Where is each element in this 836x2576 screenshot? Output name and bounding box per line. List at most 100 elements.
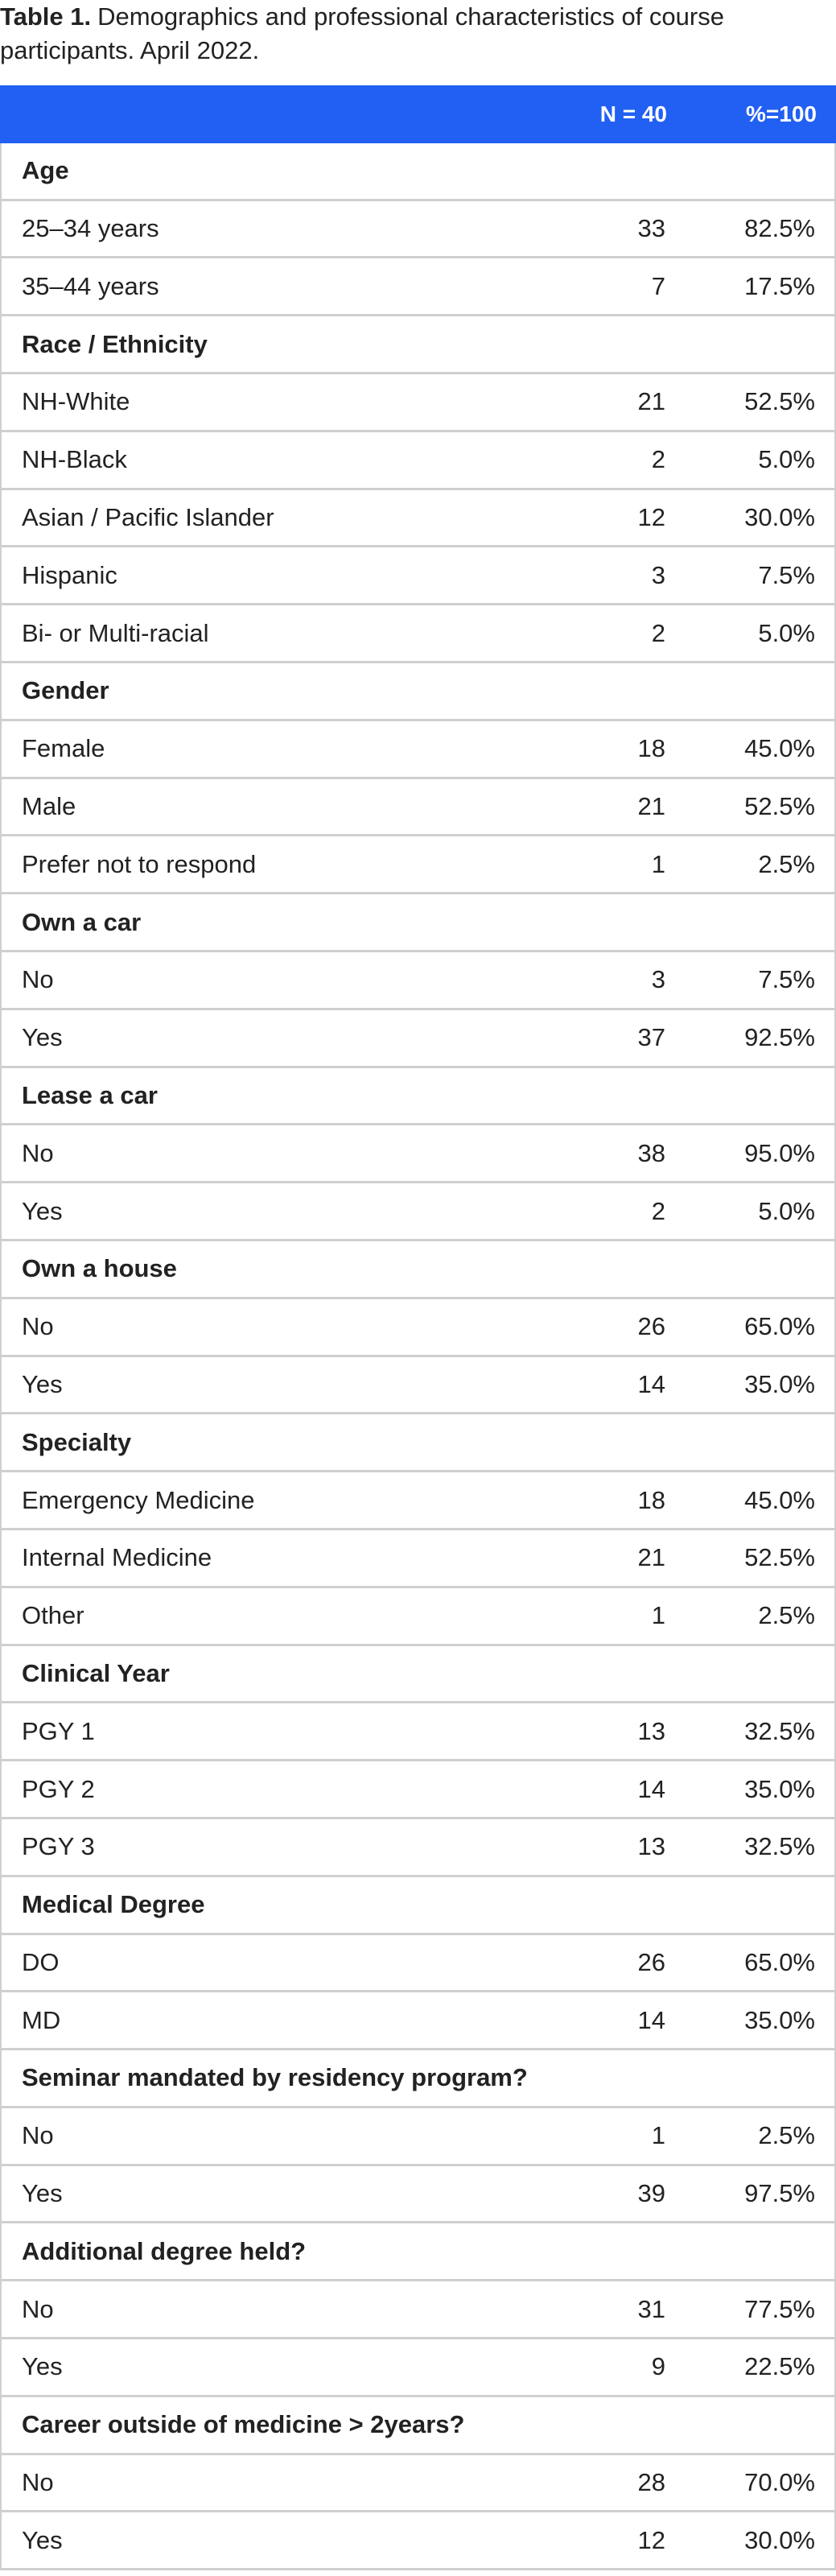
count-cell: 2	[651, 1196, 665, 1225]
group-title: Age	[22, 156, 69, 185]
row-label: DO	[22, 1947, 60, 1976]
row-label: No	[22, 1312, 54, 1341]
percent-cell: 2.5%	[758, 2121, 815, 2150]
group-title: Gender	[22, 676, 109, 705]
caption-label: Table 1.	[0, 2, 92, 31]
data-row: No 26 65.0%	[0, 1298, 836, 1357]
row-label: NH-Black	[22, 445, 127, 474]
group-title: Seminar mandated by residency program?	[22, 2063, 528, 2092]
count-cell: 7	[651, 271, 665, 300]
row-label: NH-White	[22, 387, 130, 416]
count-cell: 14	[637, 2005, 665, 2034]
data-row: PGY 1 13 32.5%	[0, 1703, 836, 1762]
count-cell: 3	[651, 965, 665, 994]
row-label: Yes	[22, 1023, 63, 1052]
data-row: NH-Black 2 5.0%	[0, 431, 836, 490]
percent-cell: 7.5%	[758, 560, 815, 589]
row-label: Female	[22, 734, 105, 763]
group-row: Age	[0, 142, 836, 201]
group-row: Own a house	[0, 1241, 836, 1299]
percent-cell: 17.5%	[744, 271, 815, 300]
count-cell: 12	[637, 2525, 665, 2554]
count-cell: 18	[637, 734, 665, 763]
data-row: No 28 70.0%	[0, 2454, 836, 2513]
row-label: Internal Medicine	[22, 1543, 212, 1572]
group-title: Race / Ethnicity	[22, 329, 208, 358]
percent-cell: 45.0%	[744, 1485, 815, 1514]
data-row: PGY 2 14 35.0%	[0, 1761, 836, 1819]
row-label: Yes	[22, 2352, 63, 2381]
count-cell: 39	[637, 2179, 665, 2208]
percent-cell: 70.0%	[744, 2468, 815, 2497]
row-label: No	[22, 965, 54, 994]
percent-cell: 35.0%	[744, 1369, 815, 1398]
row-label: Bi- or Multi-racial	[22, 618, 209, 647]
data-row: Other 1 2.5%	[0, 1587, 836, 1646]
count-cell: 1	[651, 849, 665, 878]
percent-cell: 35.0%	[744, 2005, 815, 2034]
percent-cell: 52.5%	[744, 1543, 815, 1572]
count-cell: 12	[637, 502, 665, 531]
row-label: 35–44 years	[22, 271, 159, 300]
percent-cell: 97.5%	[744, 2179, 815, 2208]
group-title: Additional degree held?	[22, 2236, 307, 2265]
row-label: Prefer not to respond	[22, 849, 257, 878]
header-cell: %=100	[746, 101, 817, 126]
data-row: NH-White 21 52.5%	[0, 374, 836, 432]
group-title: Medical Degree	[22, 1890, 205, 1919]
data-row: Emergency Medicine 18 45.0%	[0, 1472, 836, 1530]
percent-cell: 52.5%	[744, 791, 815, 820]
data-row: Yes 39 97.5%	[0, 2165, 836, 2224]
group-row: Additional degree held?	[0, 2223, 836, 2282]
table: N = 40 %=100 Age 25–34 years 33 82.5% 35–44 …	[0, 85, 836, 2571]
group-row: Career outside of medicine > 2years?	[0, 2396, 836, 2455]
data-row: Female 18 45.0%	[0, 720, 836, 779]
percent-cell: 30.0%	[744, 502, 815, 531]
percent-cell: 52.5%	[744, 387, 815, 416]
row-label: Yes	[22, 2179, 63, 2208]
group-row: Specialty	[0, 1414, 836, 1473]
percent-cell: 77.5%	[744, 2294, 815, 2323]
group-row: Lease a car	[0, 1067, 836, 1126]
group-title: Career outside of medicine > 2years?	[22, 2410, 465, 2439]
group-row: Own a car	[0, 894, 836, 952]
percent-cell: 35.0%	[744, 1774, 815, 1803]
group-title: Specialty	[22, 1427, 132, 1456]
percent-cell: 2.5%	[758, 849, 815, 878]
group-title: Clinical Year	[22, 1658, 170, 1687]
row-label: Hispanic	[22, 560, 117, 589]
percent-cell: 45.0%	[744, 734, 815, 763]
group-row: Gender	[0, 663, 836, 721]
count-cell: 1	[651, 1601, 665, 1630]
count-cell: 13	[637, 1716, 665, 1745]
count-cell: 33	[637, 213, 665, 242]
data-row: No 31 77.5%	[0, 2281, 836, 2340]
count-cell: 2	[651, 445, 665, 474]
count-cell: 31	[637, 2294, 665, 2323]
count-cell: 18	[637, 1485, 665, 1514]
row-label: No	[22, 2468, 54, 2497]
row-label: MD	[22, 2005, 61, 2034]
count-cell: 37	[637, 1023, 665, 1052]
data-row: No 1 2.5%	[0, 2107, 836, 2166]
data-row: Bi- or Multi-racial 2 5.0%	[0, 605, 836, 663]
row-label: Emergency Medicine	[22, 1485, 255, 1514]
data-row: Yes 12 30.0%	[0, 2512, 836, 2571]
percent-cell: 82.5%	[744, 213, 815, 242]
caption: Table 1. Demographics and professional ch…	[0, 0, 829, 80]
percent-cell: 5.0%	[758, 618, 815, 647]
count-cell: 21	[637, 1543, 665, 1572]
data-row: MD 14 35.0%	[0, 1992, 836, 2051]
row-label: Other	[22, 1601, 84, 1630]
data-row: Hispanic 3 7.5%	[0, 547, 836, 606]
data-row: Yes 37 92.5%	[0, 1009, 836, 1068]
group-row: Race / Ethnicity	[0, 316, 836, 374]
count-cell: 1	[651, 2121, 665, 2150]
row-label: Male	[22, 791, 76, 820]
data-row: 35–44 years 7 17.5%	[0, 258, 836, 317]
percent-cell: 32.5%	[744, 1832, 815, 1861]
data-row: Yes 2 5.0%	[0, 1183, 836, 1241]
row-label: 25–34 years	[22, 213, 159, 242]
count-cell: 21	[637, 387, 665, 416]
